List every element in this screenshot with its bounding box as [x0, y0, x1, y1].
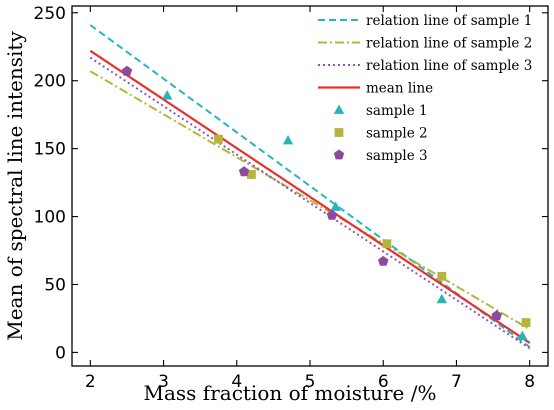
- y-tick-label: 150: [34, 140, 66, 160]
- point-sample-3: [326, 209, 338, 220]
- y-tick-label: 200: [34, 72, 66, 92]
- line-relation-line-of-sample-2: [89, 70, 531, 331]
- legend-label: sample 3: [366, 148, 428, 164]
- legend-label: sample 1: [366, 103, 428, 119]
- point-sample-2: [247, 170, 256, 179]
- legend-label: relation line of sample 3: [366, 58, 532, 74]
- legend-label: relation line of sample 2: [366, 36, 532, 52]
- x-tick-label: 7: [451, 372, 462, 392]
- legend-label: sample 2: [366, 126, 428, 142]
- x-axis-title: Mass fraction of moisture /%: [144, 381, 437, 405]
- legend-label: relation line of sample 1: [366, 13, 532, 29]
- point-sample-2: [521, 318, 531, 327]
- point-sample-1: [161, 90, 173, 100]
- x-tick-label: 4: [231, 372, 242, 392]
- point-sample-2: [382, 239, 392, 249]
- x-tick-label: 3: [158, 372, 169, 392]
- point-sample-3: [238, 166, 250, 177]
- point-sample-1: [330, 201, 341, 211]
- point-sample-3: [121, 65, 133, 76]
- y-tick-label: 0: [55, 343, 66, 363]
- y-tick-label: 250: [34, 4, 66, 24]
- y-tick-label: 100: [34, 208, 66, 228]
- point-sample-3: [491, 310, 502, 321]
- x-tick-label: 8: [524, 372, 535, 392]
- point-sample-3: [378, 255, 389, 266]
- point-sample-1: [517, 330, 528, 340]
- legend-label: mean line: [366, 81, 433, 97]
- x-tick-label: 5: [305, 372, 316, 392]
- line-mean-line: [89, 49, 531, 344]
- legend-marker: [333, 149, 345, 160]
- point-sample-2: [437, 271, 447, 281]
- point-sample-1: [436, 293, 448, 304]
- point-sample-2: [214, 134, 223, 144]
- legend-marker: [333, 104, 345, 114]
- point-sample-1: [282, 134, 294, 145]
- y-axis-title: Mean of spectral line intensity: [3, 31, 27, 341]
- line-relation-line-of-sample-3: [89, 56, 531, 350]
- y-tick-label: 50: [44, 275, 66, 295]
- x-tick-label: 6: [378, 372, 389, 392]
- x-tick-label: 2: [85, 372, 96, 392]
- legend-marker: [334, 128, 344, 137]
